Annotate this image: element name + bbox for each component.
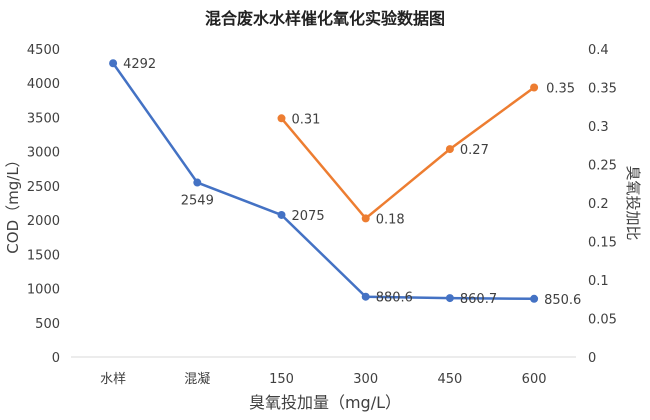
series-1-point: [445, 294, 454, 303]
data-label: 0.31: [292, 112, 321, 127]
x-tick-label: 150: [269, 372, 294, 387]
series-2-point: [277, 114, 286, 123]
y2-tick-label: 0.35: [588, 82, 617, 97]
data-label: 880.6: [376, 291, 413, 306]
series-1-point: [193, 178, 202, 187]
x-tick-label: 混凝: [184, 371, 210, 387]
y2-tick-label: 0.2: [588, 197, 609, 212]
x-tick-label: 水样: [100, 372, 126, 387]
series-2-point: [530, 83, 539, 92]
series-1-point: [530, 294, 539, 303]
data-label: 4292: [123, 57, 156, 72]
data-label: 2549: [181, 194, 214, 209]
y-tick-label: 3000: [27, 146, 60, 161]
y-tick-label: 4000: [27, 77, 60, 92]
y-axis-label: COD（mg/L）: [4, 152, 22, 253]
y-tick-label: 4500: [27, 43, 60, 58]
series-1-point: [277, 210, 286, 219]
y-tick-label: 2500: [27, 180, 60, 195]
x-tick-label: 300: [353, 372, 378, 387]
y-tick-label: 1000: [27, 283, 60, 298]
data-label: 0.27: [460, 143, 489, 158]
series-2-point: [445, 145, 454, 154]
data-label: 850.6: [544, 293, 581, 308]
y-tick-label: 3500: [27, 111, 60, 126]
data-label: 0.18: [376, 212, 405, 227]
series-1-line: [112, 62, 535, 301]
data-label: 0.35: [546, 82, 575, 97]
y2-tick-label: 0.15: [588, 236, 617, 251]
data-label: 2075: [292, 209, 325, 224]
y2-tick-label: 0: [588, 351, 596, 366]
y2-axis-label: 臭氧投加比: [624, 165, 642, 240]
series-2-point: [361, 214, 370, 223]
x-tick-label: 450: [437, 372, 462, 387]
series-1-point: [361, 292, 370, 301]
series-1-point: [109, 59, 118, 68]
x-tick-label: 600: [522, 372, 547, 387]
y-tick-label: 0: [52, 351, 60, 366]
y2-tick-label: 0.4: [588, 43, 609, 58]
y-tick-label: 1500: [27, 248, 60, 263]
y-tick-label: 2000: [27, 214, 60, 229]
y2-tick-label: 0.1: [588, 274, 609, 289]
chart-title: 混合废水水样催化氧化实验数据图: [205, 9, 445, 28]
series-2-line: [280, 86, 535, 221]
y2-tick-label: 0.05: [588, 313, 617, 328]
data-label: 860.7: [460, 292, 497, 307]
x-axis-label: 臭氧投加量（mg/L）: [249, 393, 401, 412]
y2-tick-label: 0.3: [588, 120, 609, 135]
y-tick-label: 500: [35, 317, 60, 332]
y2-tick-label: 0.25: [588, 159, 617, 174]
